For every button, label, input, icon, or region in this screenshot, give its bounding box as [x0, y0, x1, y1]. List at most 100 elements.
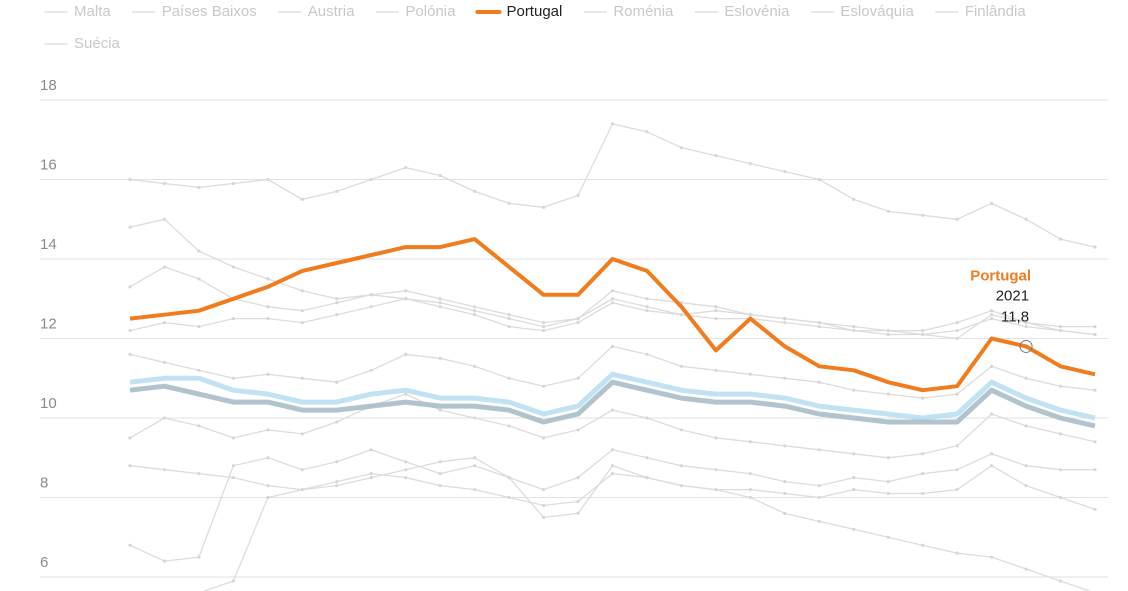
series-point: [955, 217, 959, 221]
series-point: [679, 146, 684, 150]
series-point: [748, 313, 752, 317]
series-point: [852, 476, 856, 480]
series-point: [197, 424, 201, 428]
series-point: [404, 468, 408, 472]
series-point: [197, 249, 201, 253]
series-point: [1093, 245, 1097, 249]
series-point: [1058, 324, 1063, 329]
series-point: [438, 460, 442, 464]
series-point: [266, 456, 270, 460]
series-point: [197, 555, 201, 559]
series-point: [404, 352, 408, 356]
series-point: [473, 464, 477, 468]
legend-label: Polónia: [405, 3, 456, 20]
series-point: [369, 368, 373, 372]
series-point: [1058, 384, 1063, 388]
series-point: [817, 448, 821, 452]
series-point: [886, 209, 890, 213]
series-point: [404, 460, 408, 464]
series-point: [1093, 332, 1097, 337]
series-point: [507, 376, 511, 380]
series-point: [783, 511, 787, 515]
legend-label: Portugal: [506, 3, 562, 20]
series-point: [817, 495, 821, 500]
series-point: [507, 324, 511, 329]
series-point: [645, 309, 649, 313]
series-point: [714, 309, 718, 313]
series-point: [990, 309, 994, 313]
series-point: [507, 317, 511, 321]
series-point: [300, 432, 304, 436]
series-point: [886, 480, 890, 484]
series-point: [990, 555, 994, 559]
series-point: [955, 468, 959, 472]
series-point: [438, 297, 442, 301]
series-point: [886, 456, 890, 460]
series-point: [438, 173, 442, 178]
series-point: [231, 265, 235, 269]
series-point: [576, 193, 580, 197]
legend-label: Eslováquia: [840, 3, 914, 20]
series-point: [128, 352, 132, 356]
series-point: [610, 464, 615, 468]
series-point: [335, 483, 339, 488]
series-point: [162, 321, 167, 325]
series-point: [886, 392, 890, 396]
series-point: [197, 185, 201, 190]
series-point: [679, 464, 684, 468]
series-point: [473, 189, 477, 194]
series-point: [645, 456, 649, 460]
average-line: [129, 371, 1096, 421]
series-point: [197, 277, 201, 281]
y-tick-label: 12: [40, 315, 57, 332]
series-point: [128, 285, 132, 289]
series-point: [886, 328, 890, 333]
series-point: [300, 289, 304, 293]
series-point: [679, 483, 684, 488]
series-point: [576, 376, 580, 380]
series-point: [783, 317, 787, 321]
series-point: [817, 519, 821, 523]
series-point: [990, 452, 994, 456]
series-point: [610, 301, 615, 305]
series-point: [679, 313, 684, 317]
series-point: [645, 305, 649, 309]
series-point: [266, 495, 270, 500]
y-tick-label: 16: [40, 156, 57, 173]
series-point: [335, 420, 339, 424]
series-point: [438, 472, 442, 476]
series-point: [300, 321, 304, 325]
series-point: [1093, 388, 1097, 392]
series-point: [197, 368, 201, 372]
series-point: [404, 297, 408, 301]
series-point: [576, 428, 580, 432]
series-point: [990, 317, 994, 321]
series-point: [783, 321, 787, 325]
series-point: [1093, 507, 1097, 512]
series-point: [576, 499, 580, 504]
series-point: [679, 428, 684, 432]
series-point: [1024, 567, 1028, 571]
series-point: [404, 392, 408, 396]
series-point: [1058, 237, 1063, 241]
series-point: [266, 317, 270, 321]
series-point: [921, 213, 925, 217]
legend-label: Austria: [308, 3, 355, 20]
series-point: [1024, 321, 1028, 325]
series-point: [507, 495, 511, 500]
series-point: [231, 476, 235, 480]
series-point: [369, 305, 373, 309]
series-point: [748, 472, 752, 476]
series-point: [473, 456, 477, 460]
series-point: [541, 328, 546, 333]
series-point: [1058, 579, 1063, 583]
series-point: [1058, 495, 1063, 500]
series-point: [1058, 468, 1063, 472]
series-point: [645, 297, 649, 301]
series-point: [748, 162, 752, 166]
series-point: [852, 527, 856, 531]
series-point: [576, 511, 580, 515]
series-point: [921, 491, 925, 496]
series-point: [610, 297, 615, 301]
series-point: [1024, 217, 1028, 221]
